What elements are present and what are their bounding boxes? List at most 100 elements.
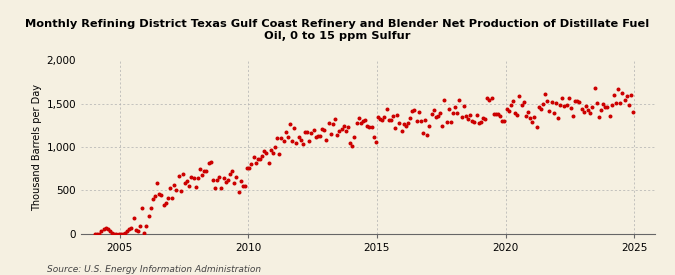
Point bbox=[462, 116, 473, 121]
Point bbox=[429, 108, 439, 112]
Point bbox=[394, 120, 405, 125]
Point bbox=[194, 167, 205, 171]
Point bbox=[92, 232, 103, 236]
Point bbox=[628, 110, 639, 114]
Point bbox=[619, 97, 630, 102]
Point bbox=[495, 114, 506, 118]
Point bbox=[437, 123, 448, 128]
Point bbox=[600, 105, 611, 109]
Point bbox=[263, 161, 274, 165]
Point bbox=[254, 156, 265, 161]
Point bbox=[572, 99, 583, 103]
Point bbox=[467, 118, 478, 123]
Point bbox=[285, 122, 296, 126]
Point bbox=[298, 142, 308, 146]
Point bbox=[595, 108, 606, 112]
Point bbox=[269, 145, 280, 149]
Point bbox=[576, 107, 587, 112]
Point bbox=[147, 197, 158, 202]
Point bbox=[304, 139, 315, 144]
Point bbox=[626, 92, 637, 97]
Point bbox=[351, 121, 362, 126]
Point bbox=[287, 139, 298, 144]
Point bbox=[574, 100, 585, 104]
Point bbox=[555, 103, 566, 108]
Point bbox=[593, 115, 604, 120]
Point bbox=[347, 144, 358, 148]
Point bbox=[231, 175, 242, 179]
Point bbox=[621, 94, 632, 98]
Point bbox=[329, 117, 340, 121]
Point bbox=[491, 111, 502, 116]
Point bbox=[557, 96, 568, 100]
Point bbox=[608, 93, 619, 97]
Point bbox=[334, 129, 345, 134]
Point bbox=[154, 191, 165, 196]
Point bbox=[278, 139, 289, 144]
Point bbox=[210, 185, 221, 190]
Point bbox=[604, 114, 615, 118]
Point bbox=[488, 112, 499, 117]
Point bbox=[201, 169, 212, 173]
Point bbox=[134, 223, 145, 228]
Point bbox=[184, 184, 194, 188]
Point bbox=[267, 150, 278, 155]
Point bbox=[585, 111, 595, 116]
Point bbox=[214, 175, 225, 179]
Point bbox=[171, 187, 182, 192]
Point bbox=[180, 181, 190, 185]
Point bbox=[364, 125, 375, 130]
Point bbox=[583, 108, 593, 113]
Point bbox=[289, 126, 300, 130]
Point bbox=[369, 135, 379, 139]
Point bbox=[542, 99, 553, 103]
Point bbox=[101, 226, 111, 230]
Point bbox=[113, 232, 124, 236]
Point bbox=[126, 226, 137, 230]
Point bbox=[190, 185, 201, 189]
Point bbox=[182, 179, 192, 183]
Point bbox=[613, 87, 624, 92]
Point bbox=[400, 124, 411, 128]
Point bbox=[167, 196, 178, 200]
Point bbox=[387, 114, 398, 118]
Point bbox=[178, 172, 188, 176]
Point bbox=[156, 192, 167, 197]
Point bbox=[360, 118, 371, 122]
Point bbox=[441, 120, 452, 124]
Point bbox=[568, 114, 578, 118]
Point bbox=[150, 194, 161, 199]
Point bbox=[450, 105, 460, 109]
Point bbox=[186, 175, 197, 179]
Point bbox=[252, 157, 263, 162]
Point bbox=[480, 117, 491, 122]
Point bbox=[407, 109, 418, 113]
Point bbox=[212, 178, 223, 182]
Point bbox=[522, 109, 533, 114]
Point bbox=[389, 125, 400, 130]
Point bbox=[229, 181, 240, 186]
Point bbox=[220, 180, 231, 185]
Point bbox=[115, 232, 126, 236]
Point bbox=[435, 111, 446, 115]
Point bbox=[486, 96, 497, 100]
Point bbox=[524, 116, 535, 120]
Point bbox=[615, 101, 626, 106]
Point bbox=[484, 97, 495, 102]
Point bbox=[617, 91, 628, 95]
Point bbox=[375, 117, 385, 122]
Point bbox=[141, 224, 152, 229]
Point bbox=[482, 96, 493, 100]
Point bbox=[256, 154, 267, 158]
Point bbox=[203, 161, 214, 166]
Point bbox=[248, 155, 259, 159]
Point bbox=[465, 113, 476, 117]
Point bbox=[227, 169, 238, 173]
Point bbox=[504, 109, 514, 114]
Point bbox=[176, 189, 186, 193]
Point bbox=[122, 229, 132, 233]
Point bbox=[373, 115, 383, 119]
Point bbox=[448, 111, 458, 115]
Point bbox=[340, 129, 351, 134]
Point bbox=[160, 201, 171, 205]
